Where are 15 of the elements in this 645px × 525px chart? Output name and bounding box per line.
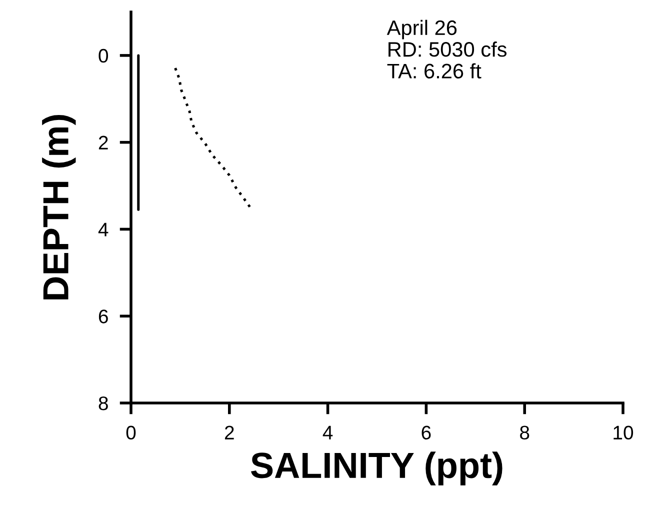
y-tick-label: 8 (98, 396, 108, 410)
x-tick-label: 8 (520, 426, 530, 440)
x-tick-label: 10 (614, 426, 634, 440)
line-series (174, 66, 253, 210)
y-tick-label: 0 (98, 48, 108, 63)
x-tick-label: 6 (422, 426, 431, 440)
annotation: April 26 RD: 5030 cfs TA: 6.26 ft (386, 20, 507, 78)
x-tick-label: 2 (224, 426, 234, 440)
y-tick-label: 4 (98, 222, 108, 236)
x-tick-label: 0 (126, 426, 136, 440)
y-axis-title: DEPTH (m) (42, 115, 76, 300)
x-axis-title: SALINITY (ppt) (250, 452, 502, 486)
x-tick-label: 4 (322, 426, 333, 440)
y-tick-label: 6 (98, 310, 108, 324)
y-tick-label: 2 (98, 136, 108, 150)
